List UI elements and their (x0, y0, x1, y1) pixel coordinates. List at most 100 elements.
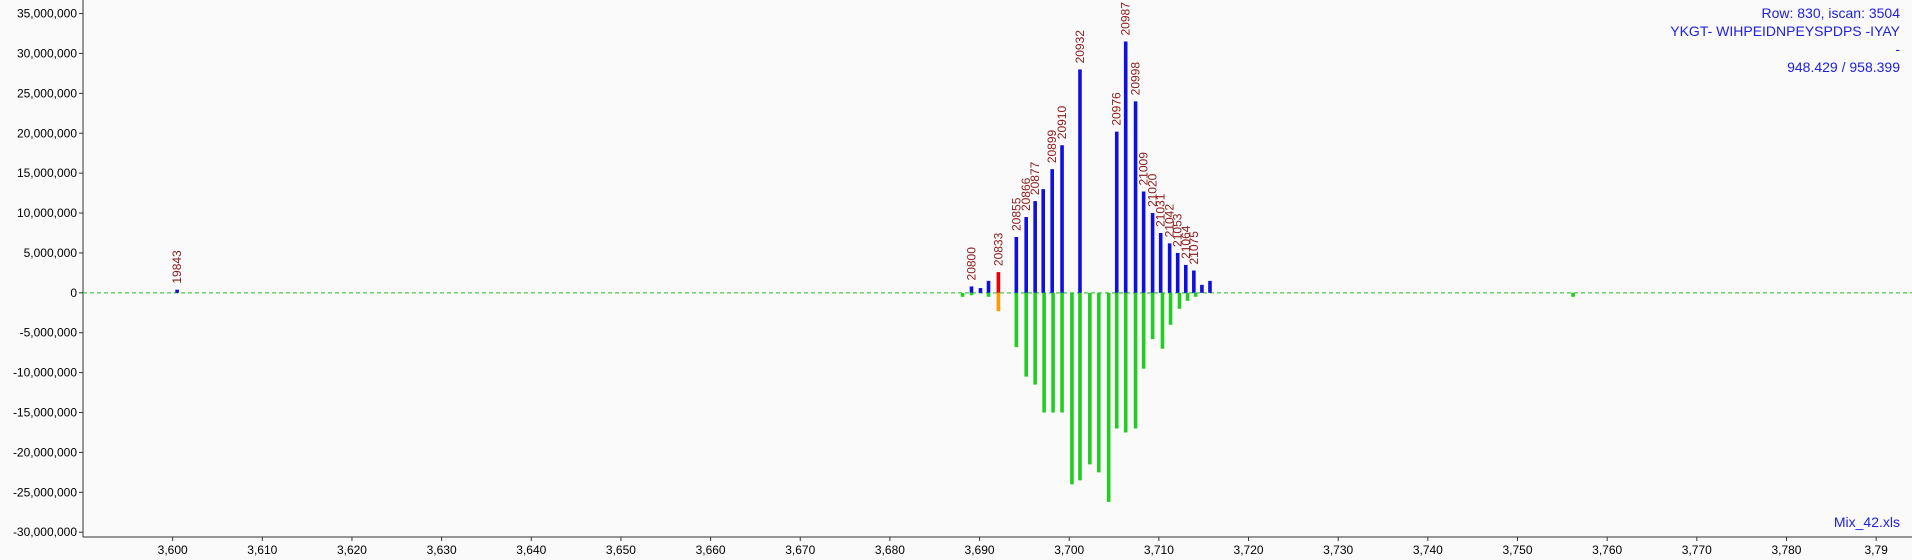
x-tick-label: 3,660 (696, 543, 726, 557)
y-tick-label: -15,000,000 (13, 406, 77, 420)
peak-label: 20910 (1055, 106, 1069, 140)
peak-label: 21075 (1187, 231, 1201, 265)
bar (996, 272, 1001, 293)
peak-label: 20932 (1073, 30, 1087, 64)
bar (1060, 292, 1064, 413)
x-tick-label: 3,700 (1054, 543, 1084, 557)
x-tick-label: 3,750 (1502, 543, 1532, 557)
bar (1014, 236, 1019, 293)
x-tick-label: 3,690 (965, 543, 995, 557)
bar (1024, 217, 1028, 293)
bar (969, 286, 974, 293)
x-tick-label: 3,780 (1771, 543, 1801, 557)
peak-label: 20976 (1110, 92, 1124, 126)
bar (1042, 292, 1046, 413)
bar (1168, 292, 1173, 325)
y-tick-label: 15,000,000 (17, 166, 77, 180)
peak-label: 20877 (1028, 161, 1042, 195)
bar (996, 292, 1001, 312)
bar (1114, 292, 1119, 429)
peak-label: 21031 (1154, 193, 1168, 227)
y-tick-label: -30,000,000 (13, 525, 77, 539)
y-tick-label: 0 (70, 286, 77, 300)
x-tick-label: 3,710 (1144, 543, 1174, 557)
x-tick-label: 3,650 (606, 543, 636, 557)
bar (1185, 292, 1190, 301)
bar (986, 292, 991, 297)
peak-label: 20998 (1129, 62, 1143, 96)
y-tick-label: -5,000,000 (20, 326, 78, 340)
bar (960, 292, 965, 297)
bar (1033, 292, 1037, 385)
x-tick-label: 3,670 (785, 543, 815, 557)
bar (969, 292, 974, 296)
bar (986, 280, 991, 293)
info-line: YKGT- WIHPEIDNPEYSPDPS -IYAY (1670, 23, 1900, 39)
peak-label: 21020 (1146, 173, 1160, 207)
peak-label: 20866 (1019, 177, 1033, 211)
bar (1060, 145, 1064, 293)
peak-label: 21009 (1137, 152, 1151, 186)
bar (1167, 243, 1172, 293)
bar (1200, 284, 1204, 293)
bar (1051, 292, 1055, 413)
y-tick-label: 25,000,000 (17, 86, 77, 100)
x-tick-label: 3,730 (1323, 543, 1353, 557)
bar (1097, 292, 1101, 473)
info-line: Row: 830, iscan: 3504 (1761, 5, 1900, 21)
x-tick-label: 3,610 (247, 543, 277, 557)
x-tick-label: 3,79 (1864, 543, 1888, 557)
bar (1158, 232, 1163, 293)
peak-label: 21064 (1179, 225, 1193, 259)
bar (1106, 292, 1111, 502)
x-tick-label: 3,600 (158, 543, 188, 557)
info-line: 948.429 / 958.399 (1787, 59, 1900, 75)
bar (1078, 292, 1082, 481)
bar (1014, 292, 1019, 348)
y-tick-label: 10,000,000 (17, 206, 77, 220)
bar (1150, 213, 1155, 293)
bar (1192, 270, 1196, 293)
x-tick-label: 3,640 (516, 543, 546, 557)
peak-label: 20855 (1009, 197, 1023, 231)
peak-label: 19843 (170, 250, 184, 284)
bar (1088, 292, 1092, 465)
x-tick-label: 3,680 (875, 543, 905, 557)
bar (1141, 191, 1146, 293)
bar (1571, 292, 1575, 297)
x-tick-label: 3,620 (337, 543, 367, 557)
bar (1175, 252, 1180, 293)
y-tick-label: -10,000,000 (13, 366, 77, 380)
bar (1041, 189, 1046, 293)
bar (175, 289, 179, 293)
peak-label: 20833 (991, 232, 1005, 266)
bar (1114, 131, 1119, 293)
bar (1123, 292, 1128, 433)
y-tick-label: -20,000,000 (13, 445, 77, 459)
bar (1150, 292, 1155, 340)
bar (1160, 292, 1165, 349)
peak-label: 21053 (1171, 213, 1185, 247)
bar (1033, 201, 1037, 293)
y-tick-label: 5,000,000 (24, 246, 78, 260)
bar (1183, 264, 1188, 293)
bar (978, 288, 983, 293)
x-tick-label: 3,740 (1413, 543, 1443, 557)
peak-label: 20899 (1045, 129, 1059, 163)
x-tick-label: 3,630 (427, 543, 457, 557)
y-tick-label: 30,000,000 (17, 46, 77, 60)
peak-label: 21042 (1163, 204, 1177, 238)
info-line: - (1895, 41, 1900, 57)
y-tick-label: 20,000,000 (17, 126, 77, 140)
bar (1133, 292, 1138, 429)
bar (1024, 292, 1028, 377)
y-tick-label: -25,000,000 (13, 485, 77, 499)
bar (1141, 292, 1146, 369)
bar (1193, 292, 1198, 297)
bar (1177, 292, 1182, 309)
bar (1133, 101, 1138, 293)
bar (1070, 292, 1074, 485)
peak-label: 20800 (964, 247, 978, 281)
